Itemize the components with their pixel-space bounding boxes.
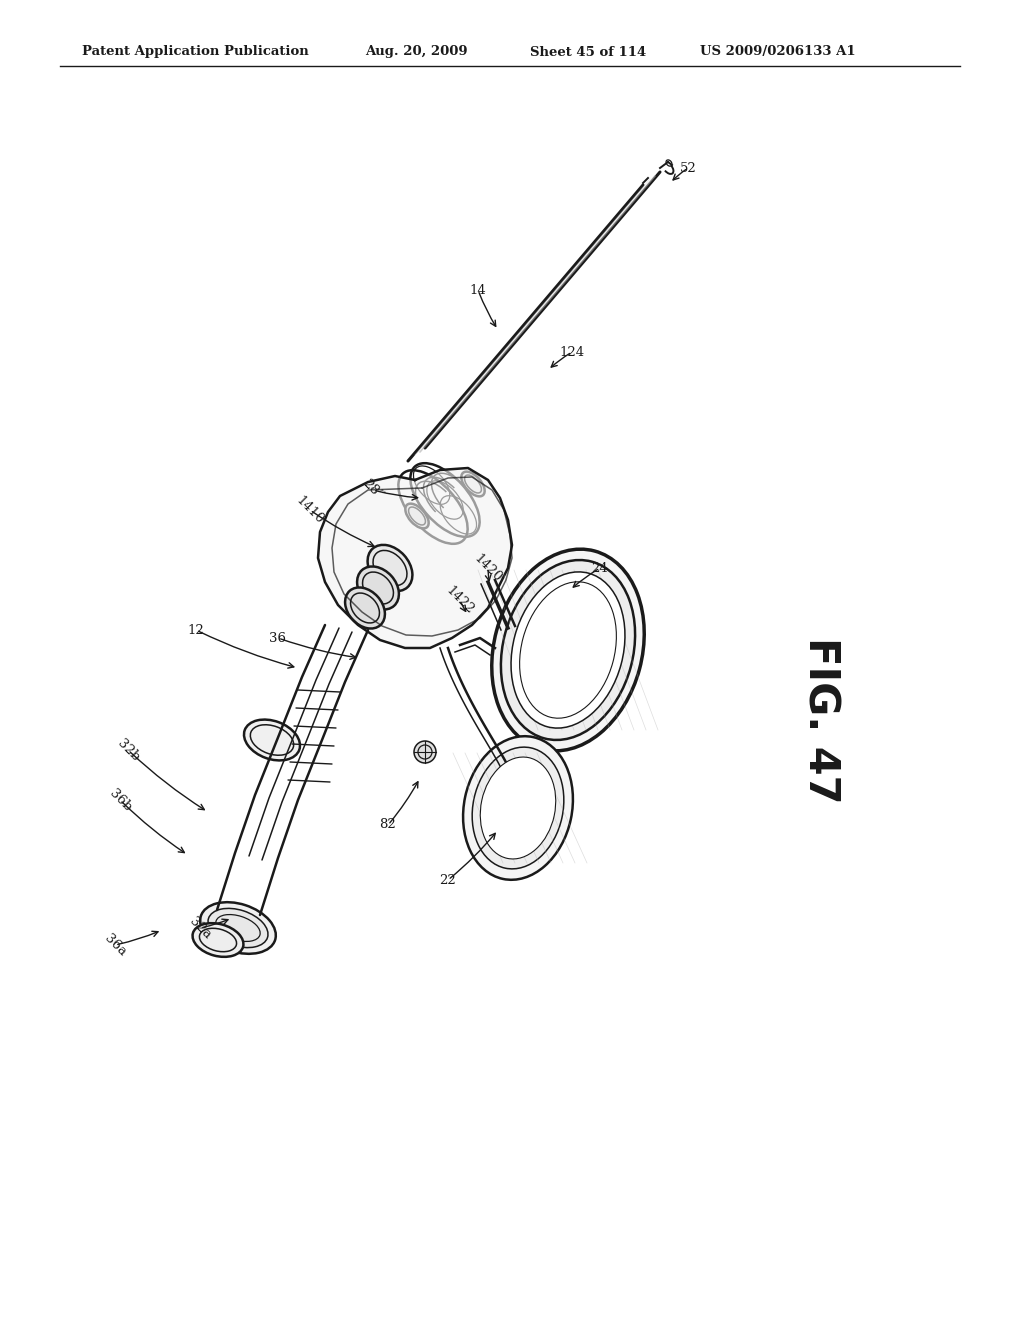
Ellipse shape [208,908,268,948]
Text: 36a: 36a [101,932,128,958]
Ellipse shape [463,737,573,880]
Text: US 2009/0206133 A1: US 2009/0206133 A1 [700,45,856,58]
Ellipse shape [492,549,644,751]
Text: 36: 36 [269,631,287,644]
Text: 14: 14 [470,284,486,297]
Text: 52: 52 [680,161,696,174]
Text: 12: 12 [187,623,205,636]
Ellipse shape [368,545,413,591]
Text: Patent Application Publication: Patent Application Publication [82,45,309,58]
Text: Aug. 20, 2009: Aug. 20, 2009 [365,45,468,58]
Ellipse shape [357,566,399,610]
Ellipse shape [480,758,556,859]
Text: 124: 124 [559,346,585,359]
Text: 28′′: 28′′ [360,478,386,503]
Text: Sheet 45 of 114: Sheet 45 of 114 [530,45,646,58]
Ellipse shape [244,719,300,760]
Text: 22: 22 [439,874,457,887]
Text: 36b: 36b [106,787,133,813]
Text: 1422: 1422 [443,583,476,616]
Text: 32a: 32a [186,915,213,941]
Text: FIG. 47: FIG. 47 [800,636,842,804]
Ellipse shape [193,923,244,957]
Ellipse shape [472,747,564,869]
Polygon shape [318,469,512,648]
Ellipse shape [200,902,275,954]
Ellipse shape [414,741,436,763]
Text: 1420: 1420 [472,552,505,585]
Ellipse shape [345,587,385,628]
Text: 24: 24 [592,561,608,574]
Text: 1410: 1410 [294,494,327,527]
Text: 82: 82 [380,818,396,832]
Ellipse shape [501,560,635,741]
Text: 32b: 32b [115,737,141,763]
Ellipse shape [406,504,429,528]
Ellipse shape [511,572,625,729]
Ellipse shape [462,471,484,496]
